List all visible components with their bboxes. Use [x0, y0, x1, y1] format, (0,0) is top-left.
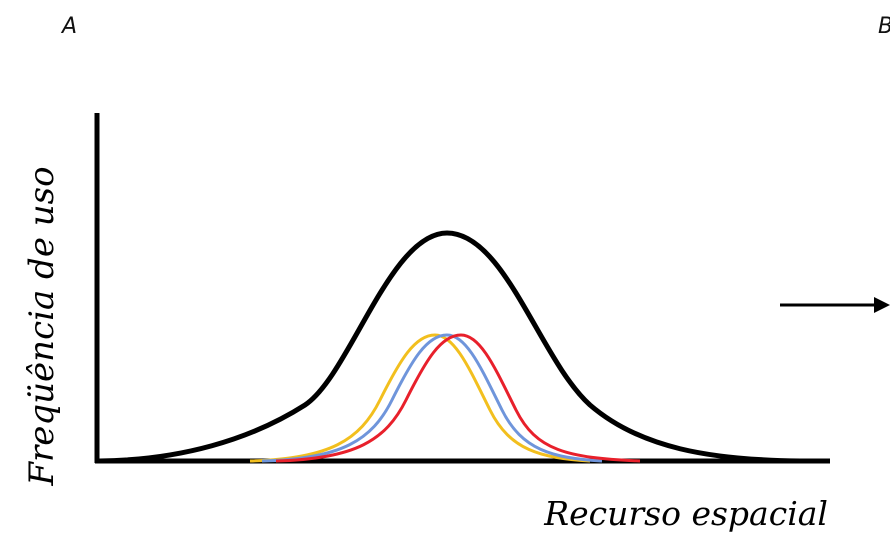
x-axis-label: Recurso espacial: [544, 494, 828, 533]
panel-b-label: B: [878, 14, 890, 39]
curve-total: [99, 230, 801, 464]
curve-yellow: [249, 333, 591, 463]
curve-blue: [261, 333, 603, 463]
right-arrow-icon: [780, 297, 890, 313]
curve-red: [275, 333, 641, 463]
panel-a-label: A: [62, 14, 78, 39]
y-axis-label: Freqüência de uso: [22, 166, 62, 486]
